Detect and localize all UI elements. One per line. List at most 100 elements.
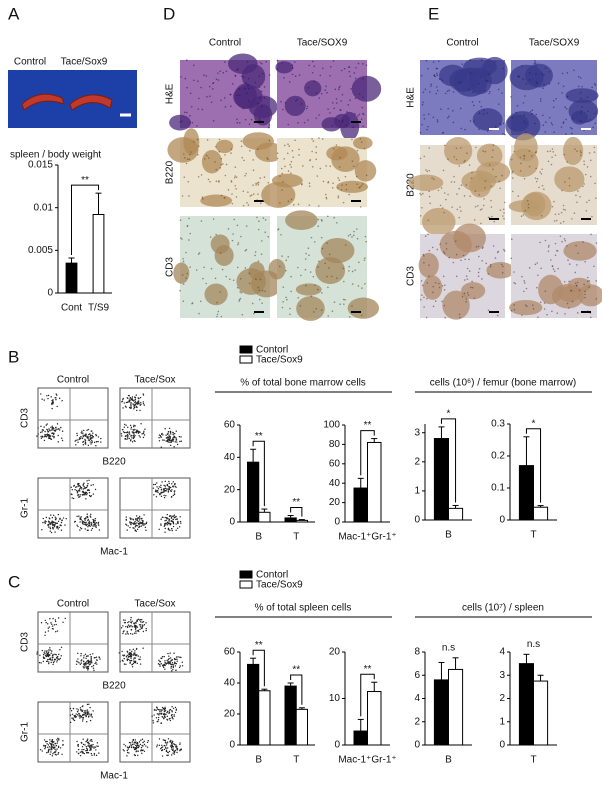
cell [579,289,581,291]
cell [218,311,220,313]
event [46,651,47,652]
cell [321,237,323,239]
cell [259,97,261,99]
cell [460,259,462,261]
event [169,652,170,653]
event [132,739,133,740]
event [169,440,170,441]
cell [279,266,281,268]
event [85,750,86,751]
cell [255,82,257,84]
event [135,404,136,405]
event [72,714,73,715]
event [132,399,133,400]
event [61,438,62,439]
event [167,751,168,752]
event [127,525,128,526]
label: ** [292,497,300,508]
cell [200,87,202,89]
cell [242,108,244,110]
cell [182,274,184,276]
event [70,722,71,723]
event [97,441,98,442]
cell [283,158,285,160]
cell [327,108,329,110]
cell [312,61,314,63]
event [164,526,165,527]
event [70,708,71,709]
cell [501,92,503,94]
event [96,663,97,664]
event [51,749,52,750]
cell [292,74,294,76]
event [58,521,59,522]
cell [543,124,545,126]
cell [576,201,578,203]
event [87,437,88,438]
event [44,436,45,437]
event [167,488,168,489]
cell [328,181,330,183]
event [126,519,127,520]
event [162,709,163,710]
cell [248,204,250,206]
event [141,525,142,526]
event [126,755,127,756]
event [93,667,94,668]
cell [472,91,474,93]
event [48,749,49,750]
event [126,516,127,517]
event [74,485,75,486]
event [175,665,176,666]
follicle [340,112,359,141]
event [87,485,88,486]
cell [553,268,555,270]
event [171,749,172,750]
cell [259,299,261,301]
label: 4 [414,693,420,704]
event [174,517,175,518]
event [81,742,82,743]
label: T [530,530,536,541]
cell [481,208,483,210]
cell [282,286,284,288]
cell [557,312,559,314]
cell [502,272,504,274]
event [93,493,94,494]
event [169,751,170,752]
event [170,709,171,710]
event [86,715,87,716]
event [173,486,174,487]
cell [277,229,279,231]
event [129,438,130,439]
event [65,618,66,619]
cell [345,176,347,178]
follicle [304,80,321,96]
event [174,433,175,434]
cell [305,258,307,260]
event [77,711,78,712]
event [140,397,141,398]
event [78,490,79,491]
event [134,521,135,522]
event [134,650,135,651]
event [87,704,88,705]
cell [558,83,560,85]
event [133,654,134,655]
cell [234,185,236,187]
cell [352,126,354,128]
event [163,667,164,668]
event [139,741,140,742]
cell [563,221,565,223]
label: Gr-1 [20,722,31,742]
cell [552,206,554,208]
event [176,746,177,747]
cell [474,297,476,299]
cell [226,164,228,166]
event [92,710,93,711]
event [91,746,92,747]
cell [253,313,255,315]
cell [551,156,553,158]
cell [290,172,292,174]
event [127,750,128,751]
